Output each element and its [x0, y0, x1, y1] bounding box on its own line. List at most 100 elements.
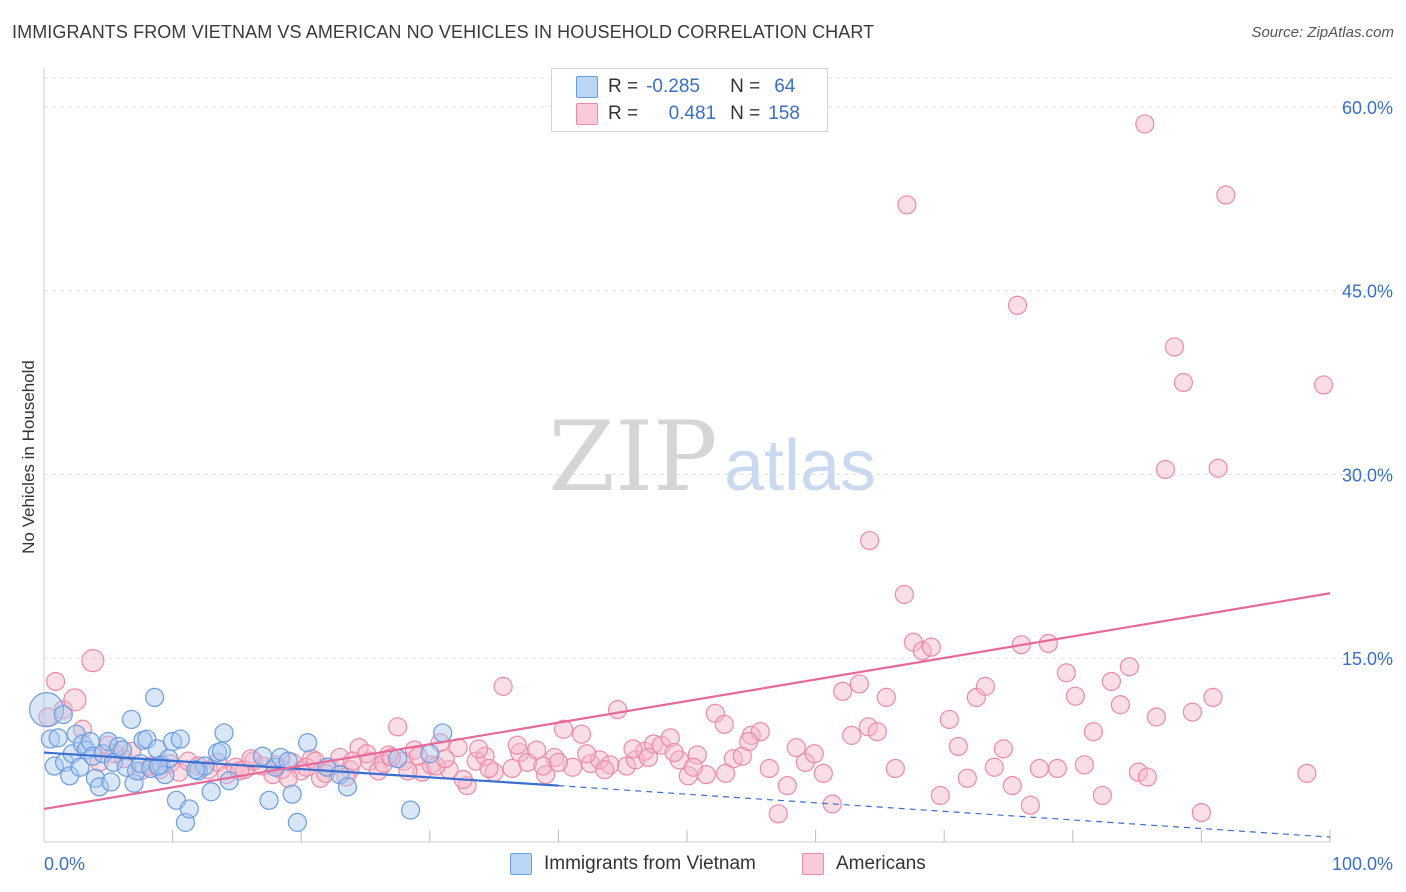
bottom-legend-americans: Americans — [802, 851, 926, 877]
americans-point — [435, 749, 455, 769]
americans-point — [1065, 686, 1085, 706]
americans-point — [885, 758, 905, 779]
legend-swatch-blue — [576, 76, 598, 98]
americans-point — [1146, 707, 1166, 727]
americans-point — [948, 736, 968, 757]
americans-point — [786, 738, 806, 758]
vietnam-point — [211, 741, 232, 761]
americans-point — [975, 676, 995, 696]
vietnam-point — [137, 729, 157, 749]
americans-point — [894, 584, 914, 605]
americans-point — [623, 739, 643, 759]
vietnam-point — [337, 777, 358, 797]
x-tick-label: 0.0% — [44, 854, 85, 874]
americans-point — [664, 742, 684, 763]
vietnam-point — [101, 772, 121, 792]
americans-point — [475, 746, 495, 766]
bottom-legend-vietnam: Immigrants from Vietnam — [510, 851, 756, 877]
vietnam-point — [219, 771, 239, 791]
americans-point — [1135, 114, 1155, 134]
americans-point — [1128, 762, 1148, 782]
americans-point — [687, 745, 707, 765]
americans-point — [469, 739, 489, 759]
bottom-swatch-pink — [802, 853, 824, 875]
americans-point — [842, 725, 862, 745]
vietnam-point — [214, 723, 234, 743]
vietnam-point — [44, 756, 64, 776]
legend-r-value: -0.285 — [646, 76, 700, 97]
bottom-swatch-blue — [510, 853, 532, 875]
americans-point — [1002, 776, 1022, 796]
americans-point — [660, 728, 680, 748]
americans-point — [533, 756, 553, 776]
americans-trend-line — [43, 592, 1331, 810]
y-tick-label: 15.0% — [1342, 649, 1393, 669]
americans-point — [683, 757, 704, 777]
americans-point — [930, 785, 950, 806]
americans-point — [1155, 459, 1175, 480]
watermark-atlas: atlas — [724, 426, 876, 506]
vietnam-point — [108, 736, 129, 757]
vietnam-point — [70, 757, 90, 777]
americans-point — [804, 744, 824, 764]
americans-point — [81, 649, 105, 673]
americans-point — [373, 753, 394, 774]
legend-r-label: R = — [608, 103, 639, 124]
vietnam-point — [48, 728, 68, 748]
americans-point — [638, 747, 659, 768]
americans-point — [993, 739, 1013, 759]
vietnam-point — [89, 777, 109, 797]
americans-point — [316, 763, 336, 783]
americans-point — [759, 758, 779, 779]
vietnam-point — [400, 800, 421, 820]
americans-point — [548, 752, 569, 772]
y-tick-label: 60.0% — [1342, 98, 1393, 118]
americans-point — [1191, 802, 1212, 823]
vietnam-point — [124, 773, 144, 793]
vietnam-point — [287, 812, 307, 832]
legend-r-label: R = — [608, 76, 639, 97]
americans-point — [571, 724, 592, 744]
americans-point — [510, 742, 530, 763]
americans-point — [860, 530, 880, 551]
vietnam-point — [40, 729, 61, 749]
americans-point — [45, 671, 66, 692]
americans-point — [1047, 758, 1067, 779]
americans-point — [1164, 337, 1184, 357]
vietnam-point — [144, 687, 165, 708]
bottom-legend-label: Americans — [836, 853, 926, 874]
americans-point — [1092, 785, 1112, 806]
americans-point — [833, 681, 853, 701]
legend-row-vietnam: R = -0.285 N = 64 — [576, 74, 795, 100]
vietnam-point — [433, 723, 453, 743]
y-tick-label: 45.0% — [1342, 282, 1393, 302]
americans-point — [38, 707, 58, 727]
americans-point — [1173, 372, 1193, 393]
legend-n-label: N = — [730, 76, 761, 97]
americans-points — [38, 114, 1334, 824]
legend-row-americans: R = 0.481 N = 158 — [576, 101, 800, 127]
americans-point — [562, 757, 583, 777]
americans-point — [553, 719, 574, 739]
americans-point — [714, 714, 734, 734]
americans-point — [1029, 758, 1049, 779]
americans-point — [1038, 633, 1058, 654]
americans-point — [526, 740, 547, 760]
americans-point — [858, 717, 878, 737]
americans-point — [957, 768, 977, 788]
legend-swatch-pink — [576, 103, 598, 125]
vietnam-point — [201, 782, 221, 802]
americans-point — [822, 794, 842, 814]
vietnam-point — [278, 751, 298, 771]
americans-point — [1208, 458, 1228, 478]
americans-point — [507, 735, 527, 755]
vietnam-point — [330, 765, 350, 785]
vietnam-point — [170, 729, 190, 749]
americans-point — [1007, 295, 1028, 315]
americans-point — [388, 717, 408, 737]
vietnam-point — [98, 731, 118, 752]
americans-point — [1203, 687, 1223, 708]
vietnam-point — [53, 704, 73, 725]
americans-point — [1074, 755, 1094, 775]
